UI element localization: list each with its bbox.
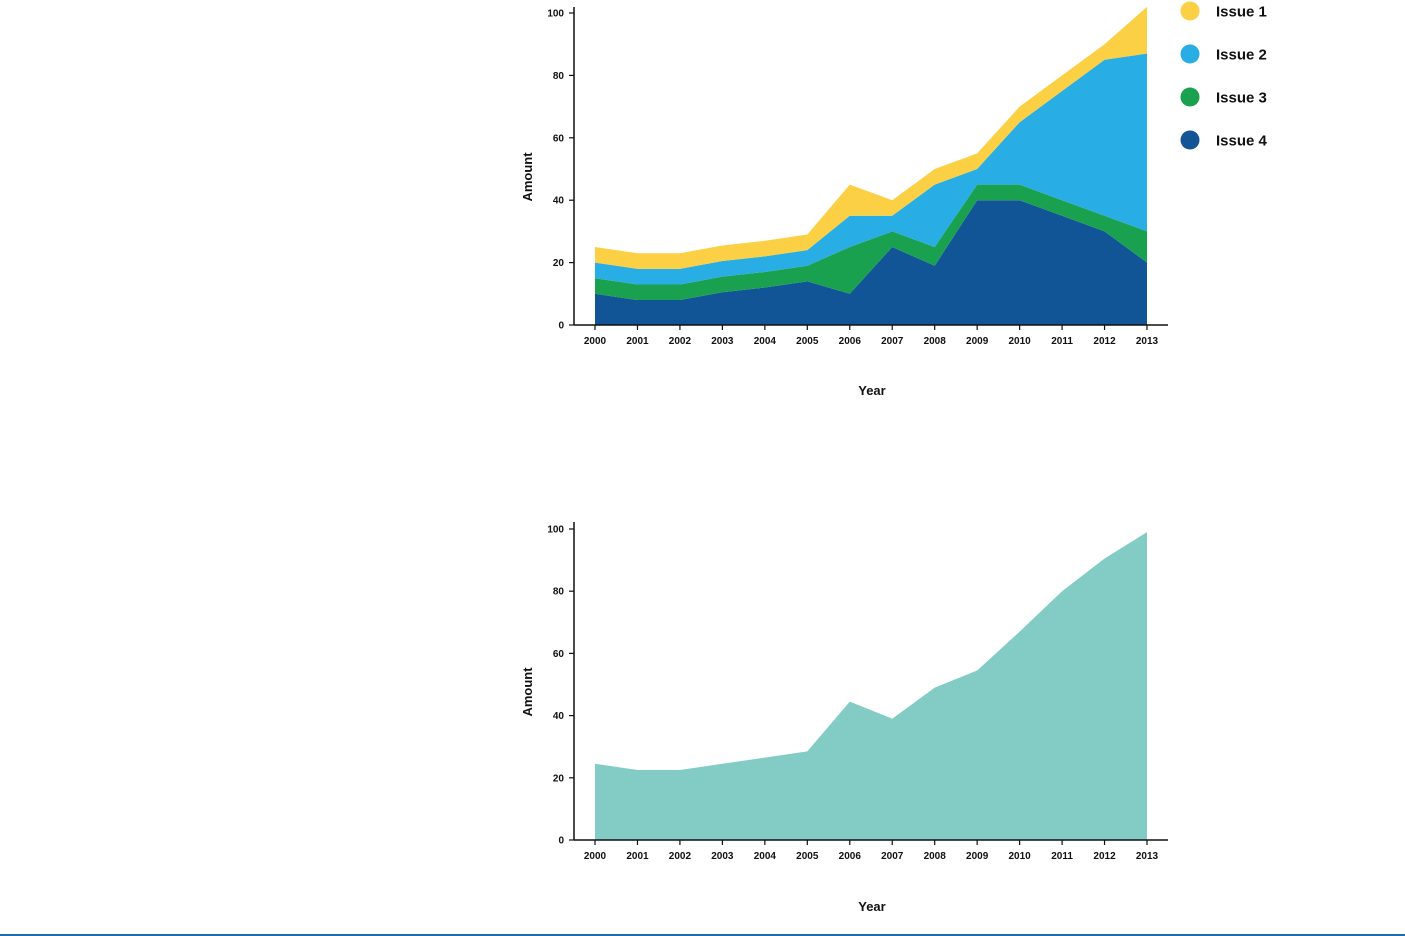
y-tick-label: 20 (553, 773, 565, 784)
x-tick-label: 2009 (966, 336, 989, 347)
x-tick-label: 2006 (839, 336, 862, 347)
x-tick-label: 2009 (966, 851, 989, 862)
legend-label-issue-4: Issue 4 (1216, 133, 1268, 150)
y-tick-labels: 0 20 40 60 80 100 (547, 525, 574, 847)
x-tick-label: 2003 (711, 336, 734, 347)
x-tick-label: 2004 (754, 851, 777, 862)
x-tick-label: 2004 (754, 336, 777, 347)
x-tick-label: 2001 (626, 851, 649, 862)
x-tick-label: 2010 (1008, 336, 1031, 347)
y-tick-labels: 0 20 40 60 80 100 (547, 9, 574, 332)
x-tick-label: 2005 (796, 336, 819, 347)
x-tick-label: 2010 (1008, 851, 1031, 862)
area-layers (595, 6, 1147, 325)
y-tick-label: 60 (553, 649, 565, 660)
y-tick-label: 80 (553, 71, 565, 82)
y-tick-label: 40 (553, 711, 565, 722)
x-tick-labels: 2000 2001 2002 2003 2004 2005 2006 2007 2008 2009… (584, 325, 1159, 347)
legend-label-issue-1: Issue 1 (1216, 4, 1267, 21)
x-axis-title: Year (858, 899, 885, 914)
x-tick-label: 2007 (881, 336, 904, 347)
x-tick-labels: 2000 2001 2002 2003 2004 2005 2006 2007 2008 2009… (584, 840, 1159, 862)
y-tick-label: 0 (558, 836, 564, 847)
x-tick-label: 2011 (1051, 851, 1073, 862)
x-axis-title: Year (858, 383, 885, 398)
y-tick-label: 80 (553, 587, 565, 598)
x-tick-label: 2007 (881, 851, 904, 862)
y-tick-label: 20 (553, 258, 565, 269)
legend-swatch-issue-3 (1180, 87, 1200, 107)
x-tick-label: 2002 (669, 851, 692, 862)
y-axis-title: Amount (520, 152, 535, 202)
legend: Issue 1 Issue 2 Issue 3 Issue 4 (1180, 1, 1268, 150)
x-tick-label: 2011 (1051, 336, 1073, 347)
x-tick-label: 2001 (626, 336, 649, 347)
legend-label-issue-2: Issue 2 (1216, 47, 1267, 64)
axes (573, 7, 1168, 326)
x-tick-label: 2013 (1136, 851, 1159, 862)
area-issue-2 (595, 53, 1147, 285)
x-tick-label: 2008 (924, 851, 947, 862)
area-total (595, 532, 1147, 840)
y-tick-label: 0 (558, 321, 564, 332)
legend-swatch-issue-1 (1180, 1, 1200, 21)
x-tick-label: 2008 (924, 336, 947, 347)
legend-swatch-issue-2 (1180, 44, 1200, 64)
legend-label-issue-3: Issue 3 (1216, 90, 1267, 107)
x-tick-label: 2002 (669, 336, 692, 347)
x-tick-label: 2000 (584, 336, 607, 347)
area-issue-4 (595, 200, 1147, 325)
axes (573, 522, 1168, 841)
x-tick-label: 2012 (1093, 851, 1116, 862)
bottom-divider (0, 934, 1405, 936)
y-tick-label: 100 (547, 525, 564, 536)
y-tick-label: 40 (553, 196, 565, 207)
x-tick-label: 2013 (1136, 336, 1159, 347)
y-tick-label: 60 (553, 133, 565, 144)
y-tick-label: 100 (547, 9, 564, 20)
area-issue-3 (595, 184, 1147, 301)
x-tick-label: 2005 (796, 851, 819, 862)
x-tick-label: 2006 (839, 851, 862, 862)
x-tick-label: 2000 (584, 851, 607, 862)
area-layers (595, 532, 1147, 840)
x-tick-label: 2003 (711, 851, 734, 862)
x-tick-label: 2012 (1093, 336, 1116, 347)
legend-swatch-issue-4 (1180, 130, 1200, 150)
y-axis-title: Amount (520, 667, 535, 717)
